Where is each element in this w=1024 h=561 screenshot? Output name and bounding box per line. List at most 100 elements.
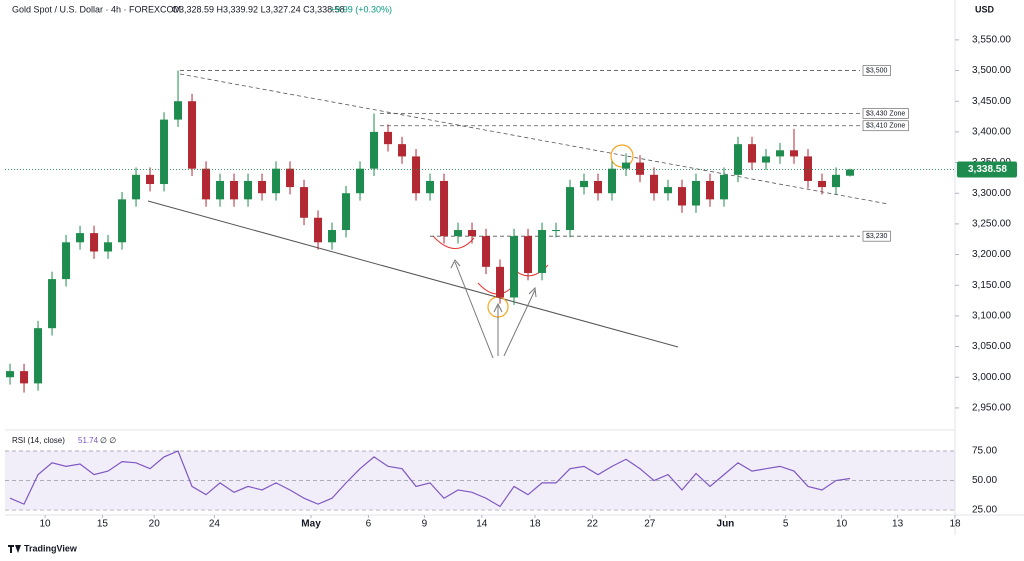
candle-body (6, 371, 15, 378)
candle-body (790, 150, 799, 157)
candle-body (328, 230, 337, 243)
level-label-box (862, 108, 909, 119)
last-price-box (957, 161, 1017, 178)
y-tick-label: 3,050.00 (972, 341, 1011, 352)
symbol: Gold Spot / U.S. Dollar · 4h · FOREXCOM (12, 4, 181, 14)
x-tick-label: 15 (97, 519, 109, 530)
candle-body (496, 266, 505, 298)
candle-body (230, 180, 239, 200)
candle-body (580, 180, 589, 188)
x-tick-label: 13 (892, 519, 904, 530)
candle-body (482, 236, 491, 267)
candle-body (90, 233, 99, 252)
candle-body (174, 101, 183, 120)
rsi-tick-label: 25.00 (972, 505, 997, 516)
last-price-label: 3,338.58 (968, 164, 1007, 175)
level-label: $3,430 Zone (866, 110, 905, 117)
candle-body (818, 180, 827, 188)
candle-body (622, 162, 631, 169)
x-tick-label: May (301, 519, 321, 530)
candle-body (384, 131, 393, 145)
y-tick-label: 3,500.00 (972, 65, 1011, 76)
y-tick-label: 3,250.00 (972, 219, 1011, 230)
candle-body (706, 180, 715, 200)
candle-body (734, 144, 743, 175)
level-label: $3,500 (866, 67, 888, 74)
y-tick-label: 3,200.00 (972, 249, 1011, 260)
y-tick-label: 3,300.00 (972, 188, 1011, 199)
candle-body (832, 174, 841, 188)
candle-body (776, 150, 785, 157)
candle-body (804, 156, 813, 181)
trendline (147, 200, 679, 348)
x-tick-label: 10 (39, 519, 51, 530)
y-tick-label: 3,150.00 (972, 280, 1011, 291)
curve (432, 235, 475, 249)
y-tick-label: 2,950.00 (972, 403, 1011, 414)
candle-body (62, 242, 71, 280)
candle-body (608, 168, 617, 194)
candle-body (678, 187, 687, 206)
x-tick-label: 10 (836, 519, 848, 530)
level-label-box (862, 65, 891, 76)
arrows (450, 259, 537, 359)
ohlc: O3,328.59 H3,339.92 L3,327.24 C3,338.58 (172, 4, 345, 14)
change: +9.99 (+0.30%) (330, 4, 392, 14)
candle-body (244, 180, 253, 200)
candle-body (636, 162, 645, 175)
x-tick-label: 20 (149, 519, 161, 530)
candle-body (524, 236, 533, 273)
candle-body (48, 279, 57, 329)
candle-body (146, 174, 155, 185)
rsi-extra: ∅ ∅ (100, 436, 116, 445)
x-tick-label: 6 (366, 519, 372, 530)
candle-body (538, 230, 547, 273)
candle-body (286, 168, 295, 188)
candle-body (426, 180, 435, 194)
candle-body (412, 156, 421, 194)
rsi-line (9, 450, 851, 508)
x-tick-label: 9 (422, 519, 428, 530)
candle-body (202, 168, 211, 200)
level-label-box (862, 230, 891, 242)
candle-body (692, 180, 701, 206)
candle-body (272, 168, 281, 194)
x-tick-label: 22 (587, 519, 599, 530)
candle-body (132, 174, 141, 200)
x-tick-label: 18 (529, 519, 541, 530)
level-label: $3,410 Zone (866, 123, 905, 130)
candle-body (594, 180, 603, 194)
candle-body (160, 119, 169, 185)
currency: USD (975, 4, 995, 14)
candle-body (356, 168, 365, 194)
y-tick-label: 3,000.00 (972, 372, 1011, 383)
level-label-box (862, 120, 909, 132)
candle-body (300, 187, 309, 218)
candle-body (566, 187, 575, 231)
x-tick-label: 27 (644, 519, 656, 530)
candle-body (188, 101, 197, 169)
candle-body (468, 230, 477, 237)
candle-body (762, 156, 771, 163)
rsi-tick-label: 75.00 (972, 446, 997, 457)
candle-body (510, 236, 519, 298)
candle-body (440, 180, 449, 237)
trendline (179, 73, 889, 205)
candle-body (664, 187, 673, 194)
rsi-tick-label: 50.00 (972, 475, 997, 486)
candle-body (76, 233, 85, 243)
candle-body (846, 169, 855, 176)
brand: TradingView (24, 543, 78, 553)
rsi-last: 51.74 (78, 436, 99, 445)
candle-body (216, 180, 225, 200)
brand-logo (8, 545, 21, 553)
highlight-circle (610, 144, 634, 168)
level-label: $3,230 (866, 233, 888, 240)
candle-body (370, 131, 379, 169)
x-tick-label: 5 (783, 519, 789, 530)
y-tick-label: 3,400.00 (972, 127, 1011, 138)
x-tick-label: Jun (717, 519, 735, 530)
y-tick-label: 3,100.00 (972, 311, 1011, 322)
x-tick-label: 24 (209, 519, 221, 530)
